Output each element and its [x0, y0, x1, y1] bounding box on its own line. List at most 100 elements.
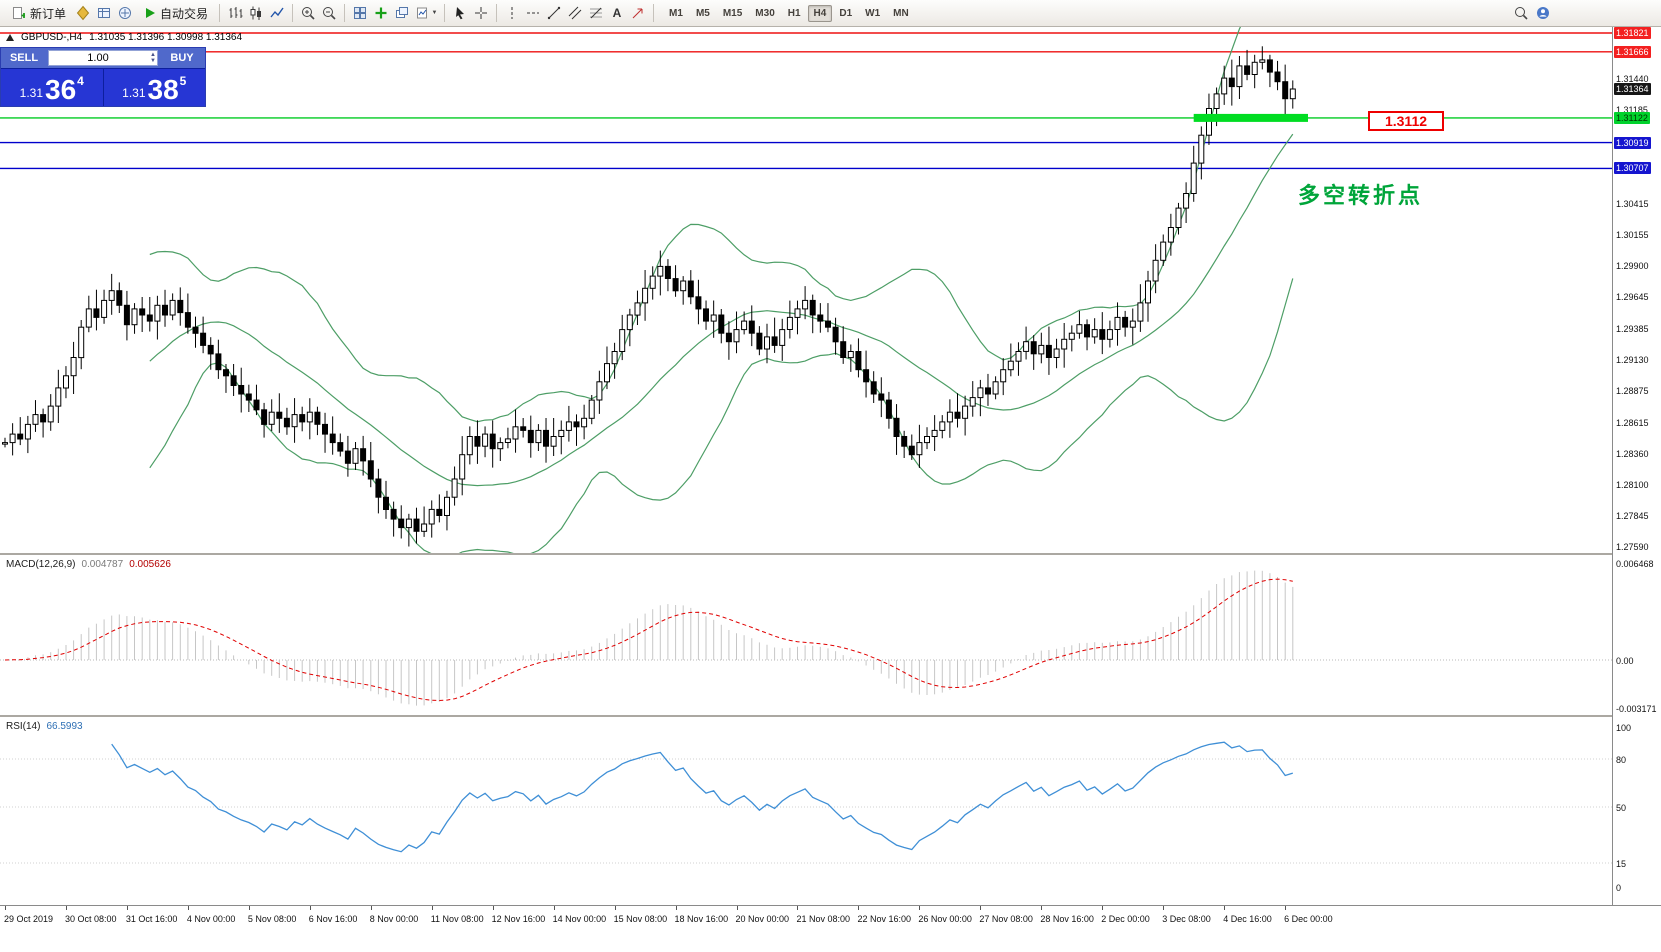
- time-tick: [614, 906, 616, 910]
- price-axis-label: 1.31821: [1614, 27, 1651, 39]
- macd-value-1: 0.004787: [81, 559, 124, 570]
- price-axis-label: 1.28875: [1616, 386, 1649, 396]
- time-label: 3 Dec 08:00: [1162, 914, 1211, 924]
- time-tick: [65, 906, 67, 910]
- time-tick: [919, 906, 921, 910]
- channel-tool-icon[interactable]: [565, 3, 585, 23]
- crosshair-icon[interactable]: [471, 3, 491, 23]
- navigator-icon[interactable]: [115, 3, 135, 23]
- macd-panel[interactable]: MACD(12,26,9) 0.004787 0.005626: [0, 553, 1612, 715]
- chart-ohlc-header: GBPUSD-,H4 1.31035 1.31396 1.30998 1.313…: [6, 32, 242, 43]
- new-chart-button[interactable]: ▼: [413, 3, 439, 23]
- timeframe-group: M1 M5 M15 M30 H1 H4 D1 W1 MN: [663, 4, 915, 22]
- price-axis-label: 100: [1616, 723, 1632, 733]
- data-window-icon[interactable]: [94, 3, 114, 23]
- timeframe-mn[interactable]: MN: [887, 5, 915, 22]
- line-chart-icon[interactable]: [267, 3, 287, 23]
- time-label: 28 Nov 16:00: [1040, 914, 1094, 924]
- horizontal-line-tool-icon[interactable]: [523, 3, 543, 23]
- price-axis-label: 1.29130: [1616, 355, 1649, 365]
- time-tick: [553, 906, 555, 910]
- time-tick: [1163, 906, 1165, 910]
- candlestick-chart-icon[interactable]: [246, 3, 266, 23]
- time-tick: [1285, 906, 1287, 910]
- volume-down-button[interactable]: ▼: [150, 57, 156, 64]
- price-axis-label: 0.00: [1616, 656, 1634, 666]
- fibonacci-tool-icon[interactable]: [586, 3, 606, 23]
- trendline-tool-icon[interactable]: [544, 3, 564, 23]
- buy-button[interactable]: BUY: [159, 48, 205, 68]
- cursor-icon[interactable]: [450, 3, 470, 23]
- time-label: 20 Nov 00:00: [735, 914, 790, 924]
- toolbar: 新订单 自动交易 ▼: [0, 0, 1661, 27]
- price-axis[interactable]: 1.31821 1.31666 1.31440 1.31364 1.31185 1.311…: [1612, 27, 1661, 905]
- toolbar-separator: [444, 4, 446, 22]
- time-tick: [187, 906, 189, 910]
- timeframe-h1[interactable]: H1: [782, 5, 807, 22]
- price-axis-label: 80: [1616, 755, 1627, 765]
- time-tick: [675, 906, 677, 910]
- time-axis[interactable]: 29 Oct 2019 30 Oct 08:00 31 Oct 16:00 4 Nov…: [0, 905, 1661, 952]
- dropdown-caret-icon: ▼: [431, 10, 438, 16]
- rsi-panel[interactable]: RSI(14) 66.5993: [0, 715, 1612, 905]
- time-tick: [492, 906, 494, 910]
- toolbar-separator: [292, 4, 294, 22]
- timeframe-h4[interactable]: H4: [807, 4, 833, 22]
- time-tick: [370, 906, 372, 910]
- buy-price-prefix: 1.31: [122, 86, 146, 100]
- price-axis-label: 1.27845: [1616, 511, 1649, 521]
- main-chart-panel[interactable]: GBPUSD-,H4 1.31035 1.31396 1.30998 1.313…: [0, 27, 1612, 553]
- timeframe-m30[interactable]: M30: [749, 5, 780, 22]
- toolbar-separator: [653, 4, 655, 22]
- timeframe-w1[interactable]: W1: [859, 5, 886, 22]
- volume-input[interactable]: [49, 52, 157, 64]
- timeframe-m15[interactable]: M15: [717, 5, 748, 22]
- community-icon[interactable]: [1533, 3, 1553, 23]
- volume-field[interactable]: ▲ ▼: [48, 50, 158, 66]
- auto-arrange-icon[interactable]: [392, 3, 412, 23]
- band-lower: [149, 278, 1294, 553]
- time-label: 21 Nov 08:00: [796, 914, 851, 924]
- price-axis-label: 0: [1616, 883, 1622, 893]
- search-icon[interactable]: [1511, 3, 1531, 23]
- zoom-in-icon[interactable]: [298, 3, 318, 23]
- main-chart-svg[interactable]: [0, 27, 1612, 553]
- volume-up-button[interactable]: ▲: [150, 51, 156, 58]
- text-tool-icon[interactable]: A: [607, 3, 627, 23]
- zoom-out-icon[interactable]: [319, 3, 339, 23]
- market-watch-icon[interactable]: [73, 3, 93, 23]
- price-axis-label: 1.28615: [1616, 418, 1649, 428]
- time-label: 5 Nov 08:00: [247, 914, 297, 924]
- new-order-icon: [10, 5, 26, 21]
- rsi-svg[interactable]: [0, 717, 1612, 903]
- timeframe-d1[interactable]: D1: [833, 5, 858, 22]
- buy-price-button[interactable]: 1.31 38 5: [103, 69, 205, 106]
- rsi-name: RSI(14): [6, 721, 41, 732]
- sell-price-button[interactable]: 1.31 36 4: [1, 69, 103, 106]
- macd-svg[interactable]: [0, 555, 1612, 715]
- price-axis-label: 1.30155: [1616, 230, 1649, 240]
- rsi-label: RSI(14) 66.5993: [6, 721, 83, 732]
- rsi-value: 66.5993: [46, 721, 83, 732]
- level-price-label[interactable]: 1.3112: [1368, 111, 1444, 131]
- macd-value-2: 0.005626: [129, 559, 171, 570]
- auto-trading-button[interactable]: 自动交易: [136, 2, 214, 25]
- bar-chart-icon[interactable]: [225, 3, 245, 23]
- time-label: 6 Dec 00:00: [1284, 914, 1333, 924]
- price-axis-label: 1.30415: [1616, 199, 1649, 209]
- pivot-annotation[interactable]: 多空转折点: [1298, 183, 1424, 208]
- new-order-button[interactable]: 新订单: [4, 2, 72, 25]
- tile-windows-icon[interactable]: [350, 3, 370, 23]
- auto-trading-play-icon: [142, 6, 156, 20]
- price-axis-label: 1.31666: [1614, 46, 1651, 58]
- timeframe-m5[interactable]: M5: [690, 5, 716, 22]
- arrow-tool-icon[interactable]: [628, 3, 648, 23]
- time-tick: [248, 906, 250, 910]
- time-tick: [736, 906, 738, 910]
- toolbar-separator: [344, 4, 346, 22]
- indicators-icon[interactable]: [371, 3, 391, 23]
- sell-button[interactable]: SELL: [1, 48, 47, 68]
- timeframe-m1[interactable]: M1: [663, 5, 689, 22]
- vertical-line-tool-icon[interactable]: [502, 3, 522, 23]
- one-click-trading-panel: SELL ▲ ▼ BUY 1.31 36 4 1.31: [0, 47, 206, 107]
